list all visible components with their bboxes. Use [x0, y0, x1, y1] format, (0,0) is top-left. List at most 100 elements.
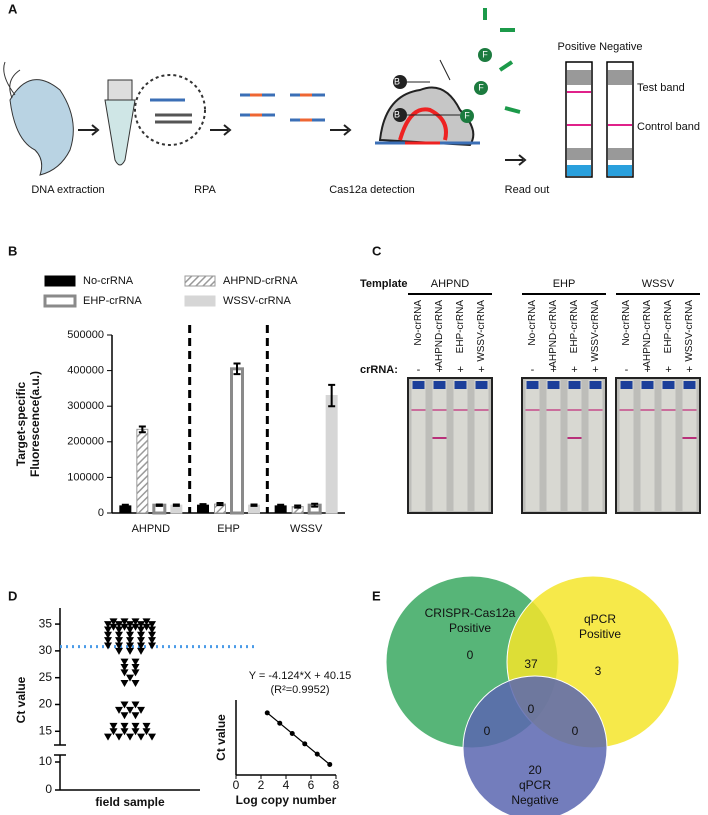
venn-count: 0: [467, 648, 474, 662]
y-axis-label: Ct value: [14, 676, 28, 723]
sign-label: +: [592, 364, 598, 376]
strip-cap: [475, 381, 488, 389]
point: [120, 728, 129, 736]
icon-label: B: [394, 109, 400, 119]
point: [120, 618, 129, 626]
point: [302, 741, 308, 747]
point: [131, 658, 140, 666]
point: [126, 621, 134, 629]
strip: [525, 380, 540, 511]
step-label: Read out: [505, 184, 550, 196]
band-label: Test band: [637, 82, 685, 94]
template-label: Template: [360, 278, 407, 290]
y-tick-label: 0: [98, 507, 104, 519]
y-axis-label: Target-specific: [14, 381, 28, 466]
strip-cap: [589, 381, 602, 389]
sign-label: +: [550, 364, 556, 376]
group-label: EHP: [553, 278, 576, 290]
y-tick-label: 500000: [67, 329, 104, 341]
panel-label: E: [372, 588, 381, 603]
strip: [640, 380, 655, 511]
strip-cap: [641, 381, 654, 389]
lane-label: WSSV-crRNA: [476, 300, 487, 362]
panel-label: A: [8, 1, 18, 16]
point: [137, 637, 145, 645]
point: [120, 658, 129, 666]
strip: [411, 380, 426, 511]
point: [277, 720, 283, 726]
point: [120, 669, 129, 677]
point: [104, 637, 112, 645]
sign-label: +: [478, 364, 484, 376]
point: [314, 751, 320, 757]
point: [148, 631, 156, 639]
strip-cap: [683, 381, 696, 389]
sign-label: -: [417, 364, 421, 376]
error-bar: [311, 502, 319, 508]
point: [142, 722, 151, 730]
point: [137, 642, 145, 650]
strip-cap: [568, 381, 581, 389]
error-bar: [250, 503, 258, 507]
venn-count: 0: [572, 724, 579, 738]
legend-label: WSSV-crRNA: [223, 295, 292, 307]
point: [126, 626, 134, 634]
venn-set-label: CRISPR-Cas12a: [425, 606, 516, 620]
annotation: Y = -4.124*X + 40.15: [249, 670, 352, 682]
point: [104, 631, 112, 639]
lane-label: No-crRNA: [527, 300, 538, 346]
error-bar: [199, 503, 207, 508]
error-bar: [233, 362, 241, 376]
y-axis-label: Ct value: [214, 714, 228, 761]
point: [104, 642, 112, 650]
lane-label: AHPND-crRNA: [548, 300, 559, 368]
point: [109, 618, 118, 626]
point: [137, 706, 145, 714]
sign-label: +: [571, 364, 577, 376]
point: [289, 731, 295, 737]
point: [142, 728, 151, 736]
sign-label: +: [686, 364, 692, 376]
point: [142, 623, 151, 631]
point: [104, 626, 112, 634]
error-bar: [294, 504, 302, 509]
strip-cap: [412, 381, 425, 389]
y-tick-label: 200000: [67, 436, 104, 448]
point: [148, 626, 156, 634]
strip: [432, 380, 447, 511]
lane-label: EHP-crRNA: [455, 300, 466, 354]
lane-label: AHPND-crRNA: [642, 300, 653, 368]
point: [120, 701, 129, 709]
point: [120, 623, 129, 631]
icon-label: B: [394, 76, 400, 86]
icon-label: F: [478, 82, 484, 92]
x-tick-label: 2: [258, 778, 265, 792]
error-bar: [138, 425, 146, 434]
sign-label: +: [436, 364, 442, 376]
strip-header: Positive Negative: [558, 41, 643, 53]
band-label: Control band: [637, 121, 700, 133]
error-bar: [328, 383, 336, 408]
point: [115, 626, 123, 634]
x-tick-label: WSSV: [290, 523, 323, 535]
icon-label: F: [464, 110, 470, 120]
sign-label: -: [625, 364, 629, 376]
point: [148, 642, 156, 650]
x-tick-label: AHPND: [132, 523, 171, 535]
strip: [453, 380, 468, 511]
error-bar: [277, 503, 285, 508]
strip-cap: [662, 381, 675, 389]
point: [131, 669, 140, 677]
y-tick-label: 15: [39, 723, 53, 737]
strip-cap: [433, 381, 446, 389]
point: [126, 647, 134, 655]
strip: [588, 380, 603, 511]
venn-set: [462, 675, 608, 815]
strip: [619, 380, 634, 511]
point: [126, 706, 134, 714]
crrna-label: crRNA:: [360, 364, 398, 376]
bar: [136, 428, 149, 514]
step-label: DNA extraction: [31, 184, 104, 196]
venn-set-label: Positive: [449, 621, 491, 635]
